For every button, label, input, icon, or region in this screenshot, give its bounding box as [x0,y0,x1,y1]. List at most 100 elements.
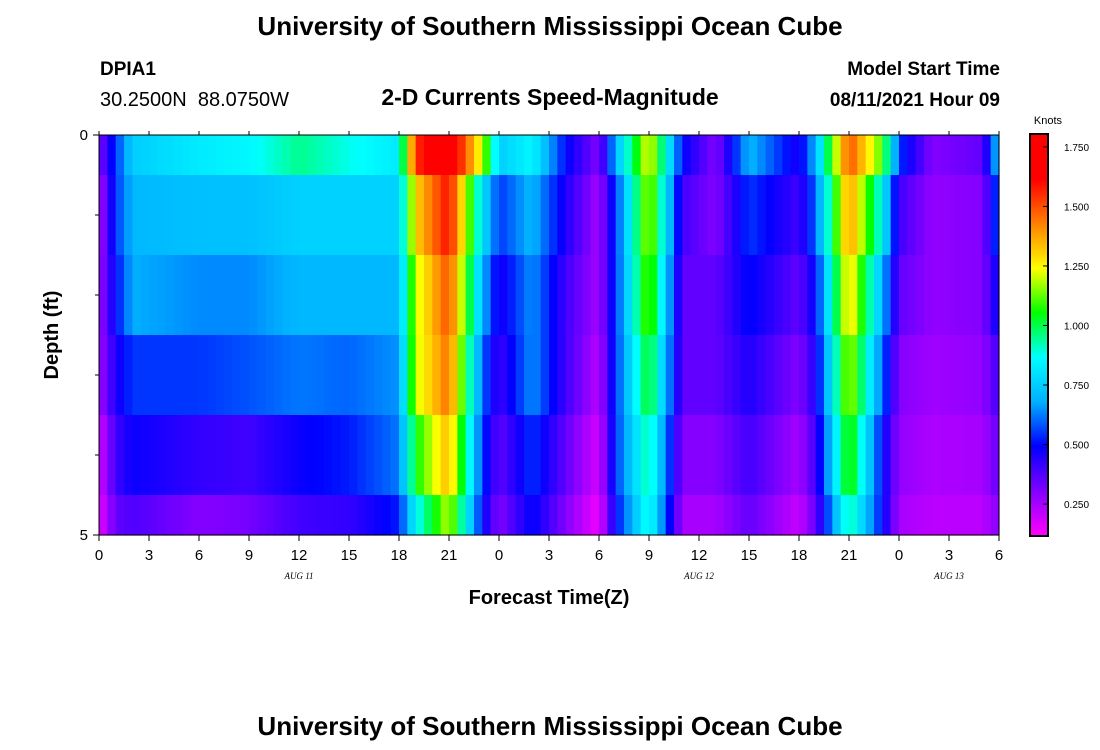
heatmap-cell [682,255,692,336]
heatmap-cell [657,135,667,176]
heatmap-cell [807,415,817,496]
heatmap-cell [290,415,300,496]
heatmap-cell [249,135,258,176]
heatmap-cell [990,255,1000,336]
heatmap-cell [990,335,1000,416]
heatmap-cell [799,175,808,256]
heatmap-cell [274,175,283,256]
heatmap-cell [524,135,533,176]
heatmap-cell [432,255,442,336]
heatmap-cell [174,495,183,536]
heatmap-cell [415,495,425,536]
heatmap-cell [482,495,492,536]
heatmap-cell [157,175,167,256]
heatmap-cell [907,135,917,176]
heatmap-cell [899,415,908,496]
heatmap-cell [574,135,583,176]
heatmap-cell [632,255,642,336]
heatmap-cell [940,175,950,256]
heatmap-cell [707,495,717,536]
heatmap-cell [649,495,658,536]
heatmap-cell [599,135,608,176]
heatmap-cell [832,255,842,336]
heatmap-cell [782,135,792,176]
colorbar-tick-label: 1.000 [1064,321,1089,332]
heatmap-cell [315,175,325,256]
heatmap-cell [765,175,775,256]
heatmap-cell [965,135,975,176]
heatmap-cell [940,335,950,416]
heatmap-cell [474,175,483,256]
heatmap-cell [507,175,517,256]
heatmap-cell [782,335,792,416]
heatmap-cell [440,135,450,176]
heatmap-cell [349,495,358,536]
heatmap-cell [740,495,750,536]
heatmap-cell [340,175,350,256]
heatmap-cell [857,335,867,416]
y-tick-label: 5 [80,527,88,544]
heatmap [99,135,1000,536]
heatmap-cell [732,135,742,176]
heatmap-cell [657,175,667,256]
heatmap-cell [674,175,683,256]
heatmap-cell [124,255,133,336]
heatmap-cell [665,335,675,416]
heatmap-cell [165,495,175,536]
heatmap-cell [790,415,800,496]
heatmap-cell [499,415,508,496]
heatmap-cell [274,495,283,536]
heatmap-cell [149,335,158,416]
heatmap-cell [649,135,658,176]
heatmap-cell [982,335,992,416]
heatmap-cell [790,495,800,536]
heatmap-cell [874,135,883,176]
heatmap-cell [782,255,792,336]
heatmap-cell [957,335,967,416]
heatmap-cell [715,335,725,416]
heatmap-cell [682,135,692,176]
heatmap-cell [740,175,750,256]
heatmap-cell [815,135,825,176]
heatmap-cell [615,415,625,496]
heatmap-cell [799,255,808,336]
heatmap-cell [924,135,933,176]
heatmap-cell [390,175,400,256]
heatmap-cell [632,495,642,536]
heatmap-cell [140,495,150,536]
heatmap-cell [465,175,475,256]
heatmap-cell [932,255,942,336]
heatmap-cell [174,135,183,176]
heatmap-cell [940,415,950,496]
heatmap-cell [265,175,275,256]
heatmap-cell [432,415,442,496]
heatmap-cell [890,175,900,256]
heatmap-cell [849,175,858,256]
heatmap-cell [865,135,875,176]
heatmap-cell [732,415,742,496]
heatmap-cell [440,175,450,256]
y-tick-label: 0 [80,127,88,144]
heatmap-cell [574,415,583,496]
heatmap-cell [824,175,833,256]
heatmap-cell [149,135,158,176]
heatmap-cell [732,255,742,336]
heatmap-cell [724,135,733,176]
heatmap-cell [490,495,500,536]
heatmap-cell [607,415,617,496]
heatmap-cell [690,335,700,416]
heatmap-cell [407,175,417,256]
heatmap-cell [249,335,258,416]
heatmap-cell [99,335,108,416]
heatmap-cell [124,495,133,536]
heatmap-cell [824,335,833,416]
heatmap-cell [815,495,825,536]
heatmap-cell [615,135,625,176]
heatmap-cell [599,175,608,256]
heatmap-cell [824,495,833,536]
colorbar-gradient [1031,135,1047,535]
heatmap-cell [590,495,600,536]
heatmap-cell [565,415,575,496]
heatmap-cell [540,335,550,416]
